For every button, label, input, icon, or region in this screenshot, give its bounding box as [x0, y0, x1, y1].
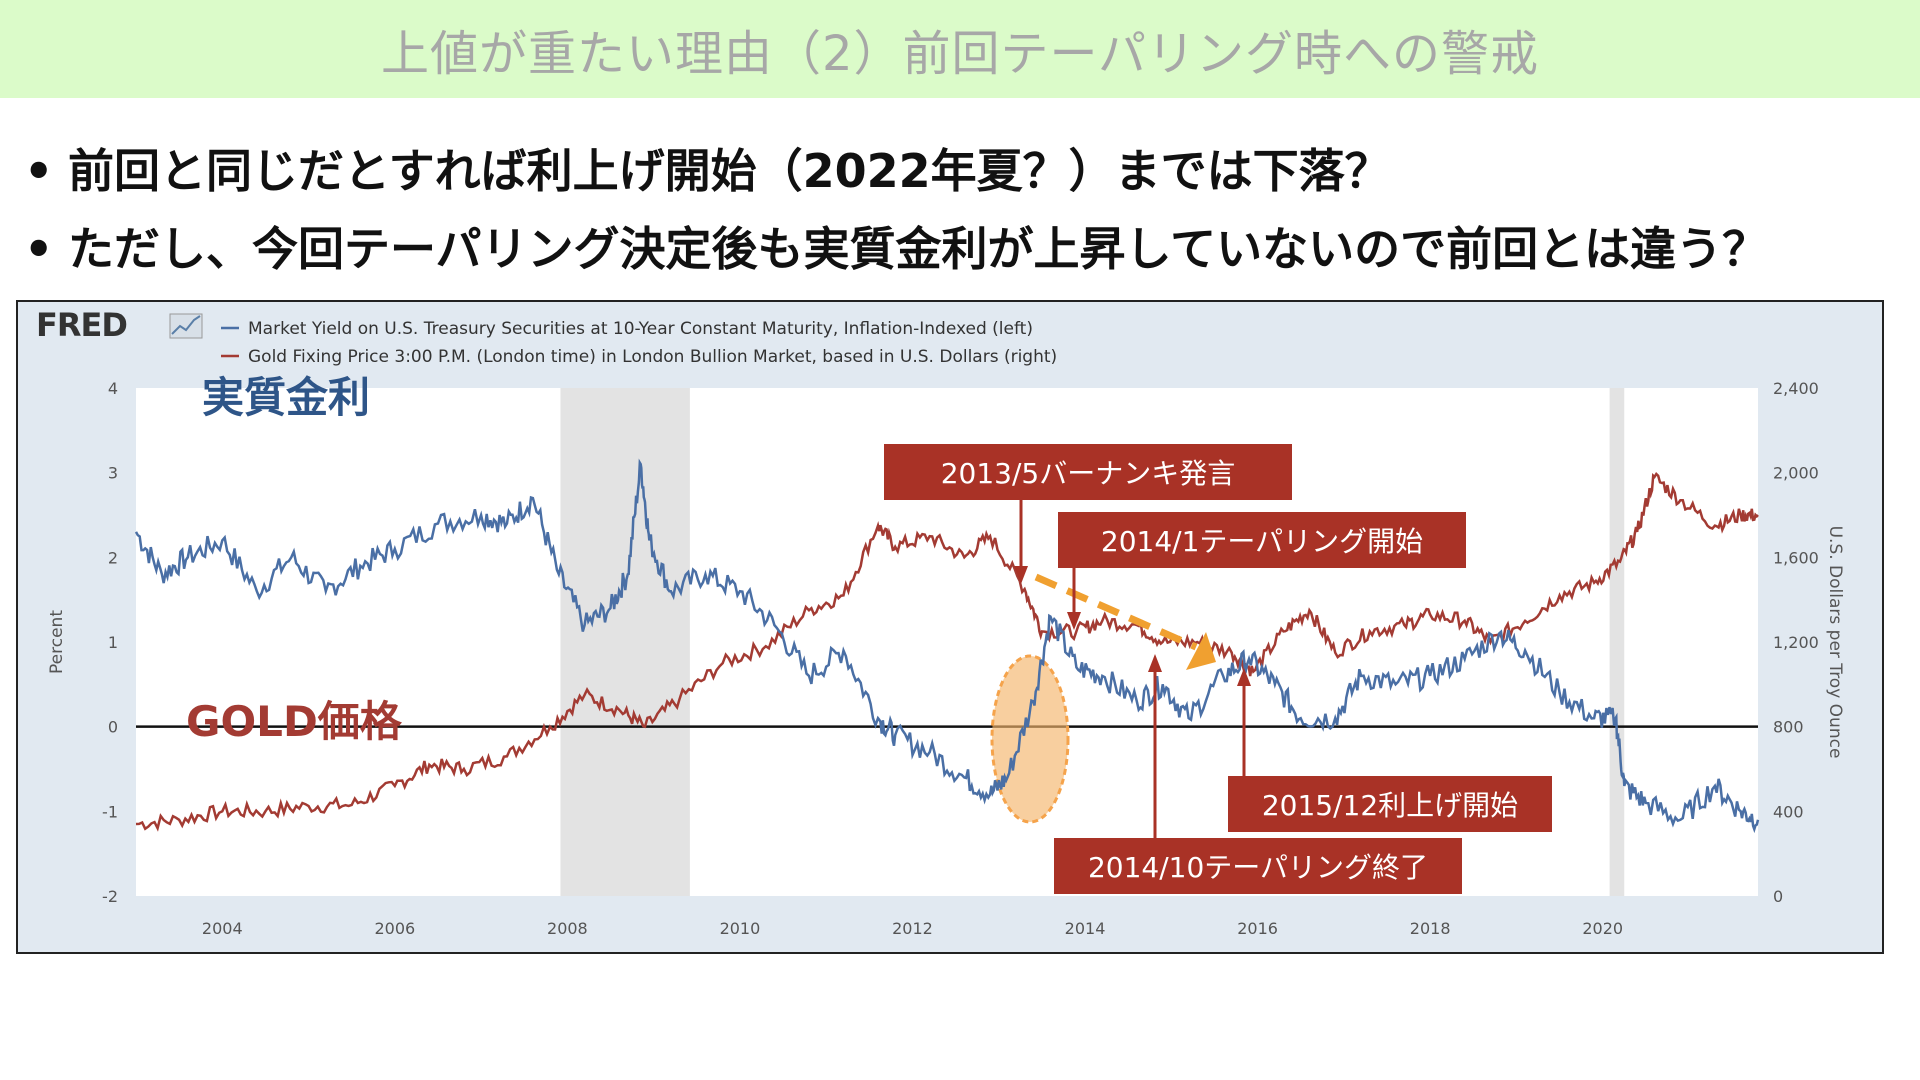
real-rate-line	[134, 458, 1760, 834]
left-tick-label: 0	[108, 718, 118, 737]
left-tick-label: 4	[108, 379, 118, 398]
x-tick-label: 2016	[1237, 919, 1278, 938]
left-tick-label: -1	[102, 802, 118, 821]
bullet-text-1: 前回と同じだとすれば利上げ開始（2022年夏？）までは下落？	[68, 144, 1391, 198]
x-tick-label: 2004	[202, 919, 243, 938]
x-tick-label: 2012	[892, 919, 933, 938]
note-tapering-end: 2014/10テーパリング終了	[1054, 838, 1462, 894]
x-tick-label: 2018	[1410, 919, 1451, 938]
bullet-item: • 前回と同じだとすれば利上げ開始（2022年夏？）までは下落？	[24, 132, 1904, 210]
note-rate-hike-start: 2015/12利上げ開始	[1228, 776, 1552, 832]
recession-band	[1609, 388, 1625, 896]
callout-pointers	[1014, 498, 1251, 840]
x-axis-ticks: 2004 2006 2008 2010 2012 2014 2016 2018 2020	[202, 919, 1623, 938]
right-tick-label: 2,000	[1773, 464, 1819, 483]
bullet-item: • ただし、今回テーパリング決定後も実質金利が上昇していないので前回とは違う？	[24, 210, 1904, 288]
line-chart-icon	[169, 313, 203, 339]
note-tapering-start: 2014/1テーパリング開始	[1058, 512, 1466, 568]
right-tick-label: 800	[1773, 718, 1804, 737]
chart-legend: Market Yield on U.S. Treasury Securities…	[221, 319, 1057, 367]
legend-entry-gold: Gold Fixing Price 3:00 P.M. (London time…	[248, 347, 1057, 367]
left-tick-label: -2	[102, 887, 118, 906]
left-tick-label: 2	[108, 548, 118, 567]
bullet-symbol: •	[24, 144, 54, 198]
left-axis-label: Percent	[47, 610, 67, 674]
x-tick-label: 2010	[720, 919, 761, 938]
right-tick-label: 400	[1773, 802, 1804, 821]
note-bernanke: 2013/5バーナンキ発言	[884, 444, 1292, 500]
fred-chart-frame: FRED Market Yield on U.S. Treasury Secur…	[16, 300, 1884, 954]
left-axis-ticks: 4 3 2 1 0 -1 -2	[102, 379, 118, 906]
left-tick-label: 1	[108, 633, 118, 652]
right-tick-label: 1,600	[1773, 548, 1819, 567]
bullet-list: • 前回と同じだとすれば利上げ開始（2022年夏？）までは下落？ • ただし、今回テ…	[24, 132, 1904, 288]
slide-title: 上値が重たい理由（2）前回テーパリング時への警戒	[380, 26, 1540, 82]
gold-price-line	[135, 472, 1759, 832]
recession-band	[560, 388, 690, 896]
fred-logo: FRED	[36, 306, 127, 344]
right-axis-label: U.S. Dollars per Troy Ounce	[1825, 526, 1845, 759]
real-rate-annotation: 実質金利	[202, 373, 371, 422]
x-tick-label: 2006	[374, 919, 415, 938]
gold-annotation: GOLD価格	[186, 697, 402, 746]
right-tick-label: 0	[1773, 887, 1783, 906]
bullet-symbol: •	[24, 222, 54, 276]
right-tick-label: 1,200	[1773, 633, 1819, 652]
decline-arrow	[1034, 573, 1216, 670]
slide-title-bar: 上値が重たい理由（2）前回テーパリング時への警戒	[0, 0, 1920, 98]
x-tick-label: 2020	[1582, 919, 1623, 938]
bullet-text-2: ただし、今回テーパリング決定後も実質金利が上昇していないので前回とは違う？	[68, 222, 1769, 276]
highlight-ellipse	[990, 654, 1070, 824]
right-tick-label: 2,400	[1773, 379, 1819, 398]
left-tick-label: 3	[108, 464, 118, 483]
x-tick-label: 2014	[1065, 919, 1106, 938]
x-tick-label: 2008	[547, 919, 588, 938]
right-axis-ticks: 2,400 2,000 1,600 1,200 800 400 0	[1773, 379, 1819, 906]
legend-entry-real-rate: Market Yield on U.S. Treasury Securities…	[248, 319, 1033, 339]
